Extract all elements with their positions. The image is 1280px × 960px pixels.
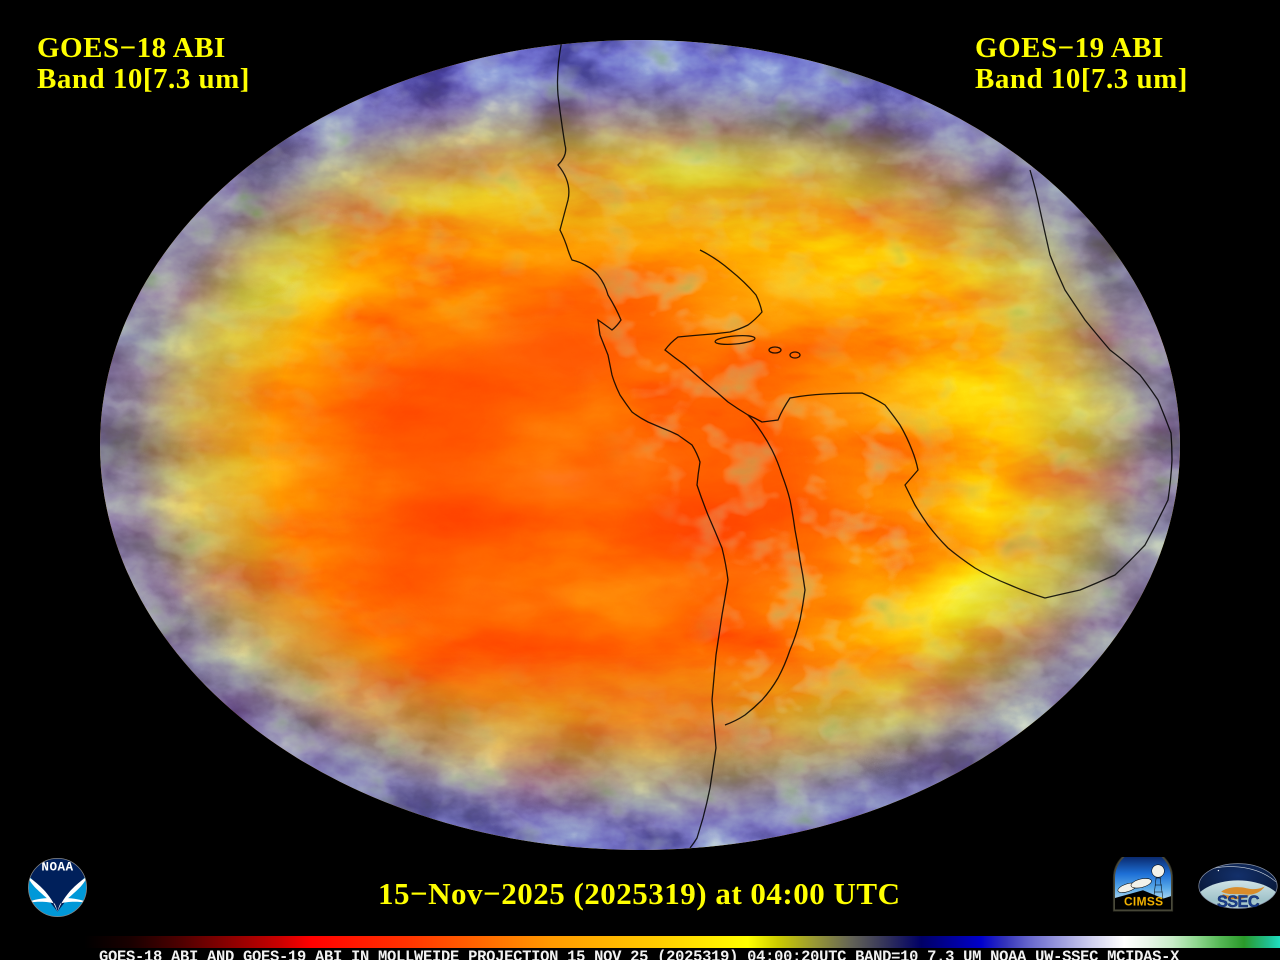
svg-text:NOAA: NOAA [41,861,73,875]
svg-text:SSEC: SSEC [1217,893,1260,911]
svg-text:CIMSS: CIMSS [1124,894,1163,908]
